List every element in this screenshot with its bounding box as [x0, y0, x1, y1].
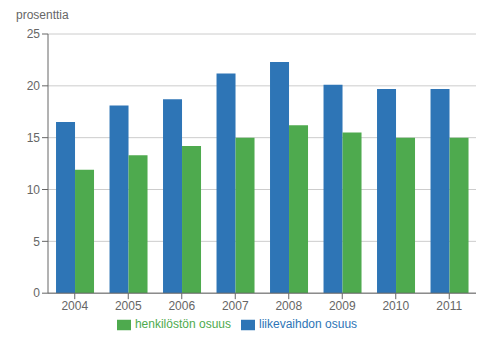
svg-text:2009: 2009 [329, 299, 356, 313]
svg-text:2006: 2006 [168, 299, 195, 313]
svg-text:2008: 2008 [275, 299, 302, 313]
html-text:prosenttia: prosenttia [16, 8, 69, 22]
svg-text:2011: 2011 [436, 299, 462, 313]
svg-text:5: 5 [33, 235, 40, 249]
svg-text:10: 10 [27, 183, 41, 197]
html-text:henkilöstön osuus: henkilöstön osuus [134, 317, 231, 332]
svg-text:2005: 2005 [115, 299, 142, 313]
svg-text:2007: 2007 [222, 299, 249, 313]
svg-text:2004: 2004 [61, 299, 88, 313]
svg-text:20: 20 [27, 79, 41, 93]
html-text:liikevaihdon osuus: liikevaihdon osuus [259, 317, 358, 332]
svg-text:15: 15 [27, 131, 41, 145]
svg-text:0: 0 [33, 286, 40, 300]
svg-text:25: 25 [27, 27, 41, 41]
svg-text:2010: 2010 [382, 299, 409, 313]
